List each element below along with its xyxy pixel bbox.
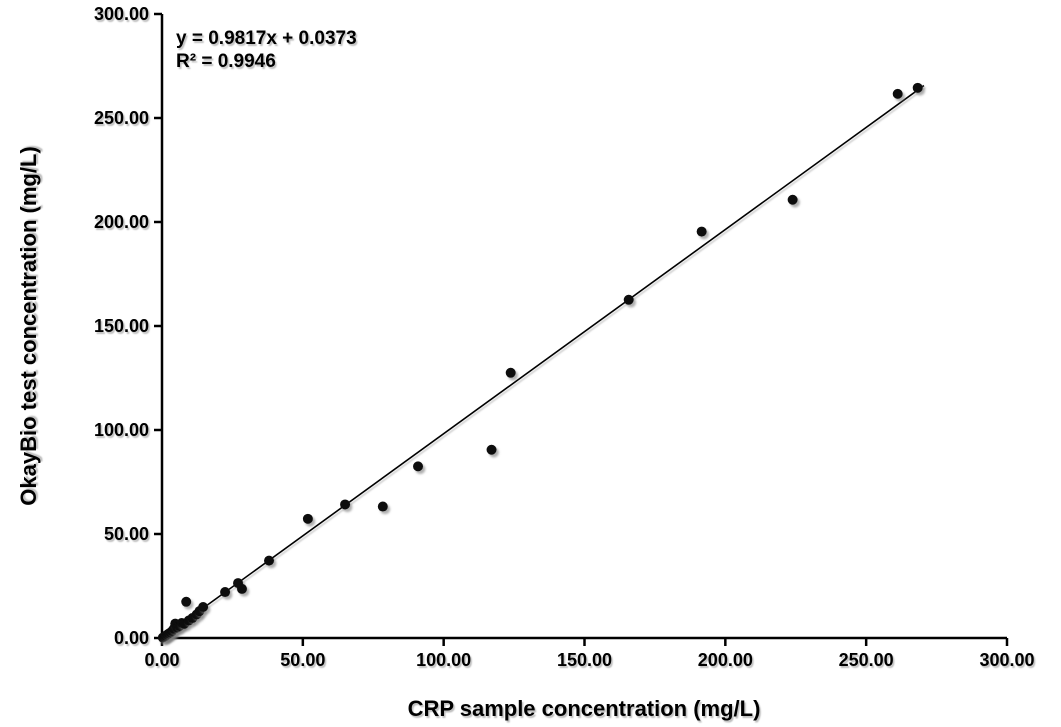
data-point — [486, 444, 497, 455]
y-tick-label: 50.00 — [104, 524, 149, 544]
x-tick-label: 100.00 — [416, 650, 471, 670]
r-squared-label: R² = 0.9946 — [176, 51, 276, 72]
data-point — [220, 587, 231, 598]
data-point — [264, 555, 275, 566]
y-tick-label: 250.00 — [94, 108, 149, 128]
trendline — [161, 84, 925, 639]
data-point — [377, 501, 388, 512]
data-point — [892, 88, 903, 99]
x-tick-label: 0.00 — [144, 650, 179, 670]
x-tick-label: 50.00 — [280, 650, 325, 670]
y-tick-label: 150.00 — [94, 316, 149, 336]
data-point — [340, 499, 351, 510]
x-tick-label: 300.00 — [979, 650, 1034, 670]
axis-ticks: 0.00 50.00 100.00 150.00 200.00 250.00 300.00 0… — [94, 4, 1035, 670]
data-point — [181, 596, 192, 607]
data-point — [787, 194, 798, 205]
data-point — [623, 294, 634, 305]
data-points-layer — [157, 82, 923, 643]
data-point — [505, 367, 516, 378]
data-point — [413, 461, 424, 472]
equation-label: y = 0.9817x + 0.0373 — [176, 28, 357, 49]
y-axis-title: OkayBio test concentration (mg/L) — [16, 146, 41, 505]
data-point — [302, 513, 313, 524]
data-point — [198, 602, 209, 613]
x-tick-label: 200.00 — [698, 650, 753, 670]
data-point — [236, 583, 247, 594]
x-tick-label: 250.00 — [839, 650, 894, 670]
trendline-layer — [161, 84, 925, 639]
axes — [160, 14, 1007, 640]
y-tick-label: 200.00 — [94, 212, 149, 232]
y-tick-label: 0.00 — [114, 628, 149, 648]
x-tick-label: 150.00 — [557, 650, 612, 670]
data-point — [912, 82, 923, 93]
y-tick-label: 300.00 — [94, 4, 149, 24]
x-axis-title: CRP sample concentration (mg/L) — [408, 696, 761, 721]
data-point — [696, 226, 707, 237]
y-tick-label: 100.00 — [94, 420, 149, 440]
